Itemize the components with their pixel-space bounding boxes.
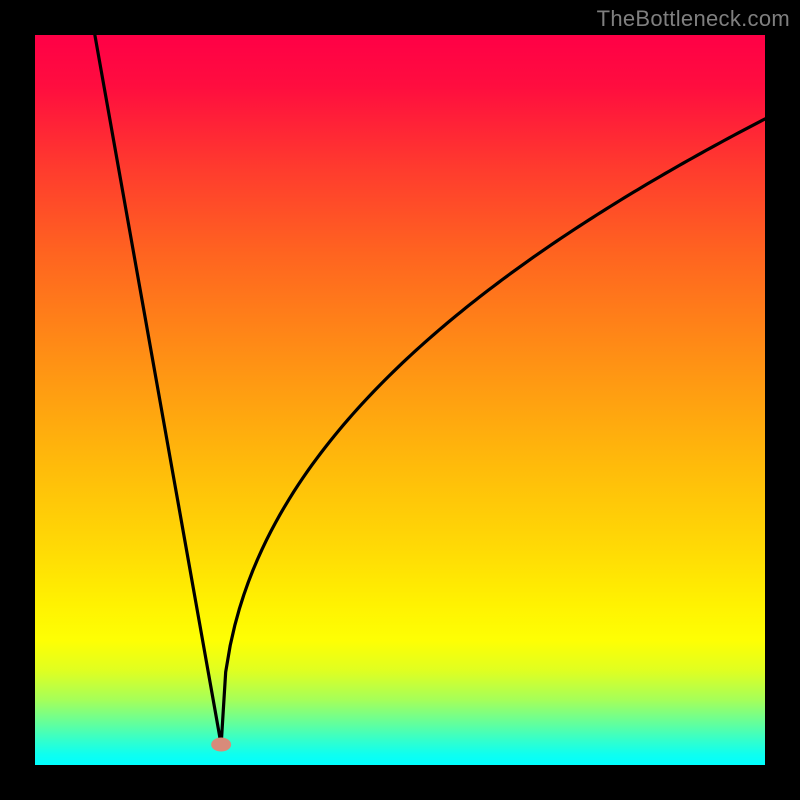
plot-area xyxy=(35,35,765,765)
bottleneck-chart xyxy=(35,35,765,765)
valley-marker xyxy=(211,738,231,752)
watermark-text: TheBottleneck.com xyxy=(597,6,790,32)
chart-background-gradient xyxy=(35,35,765,765)
